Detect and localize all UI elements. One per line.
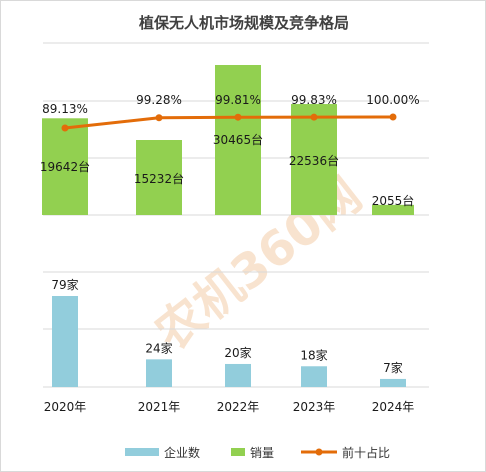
share-point-0 [61,124,69,132]
x-tick-label-2: 2022年 [217,400,260,414]
share-label-0: 89.13% [42,102,88,116]
count-label-3: 18家 [300,347,327,362]
count-bar-2 [225,363,251,387]
x-tick-label-4: 2024年 [372,400,415,414]
share-label-1: 99.28% [136,93,182,107]
sales-bars [42,65,414,215]
legend-swatch-count [125,448,159,456]
count-label-1: 24家 [145,340,172,355]
sales-label-1: 15232台 [134,171,184,186]
count-bar-3 [301,366,327,387]
chart-title: 植保无人机市场规模及竞争格局 [139,14,349,32]
count-label-2: 20家 [224,345,251,360]
sales-bar-0 [42,118,88,215]
sales-label-4: 2055台 [372,193,415,208]
legend-label-count: 企业数 [164,445,200,460]
legend-label-share: 前十占比 [342,445,390,460]
sales-bar-1 [136,140,182,215]
sales-bar-2 [215,65,261,215]
x-axis-ticks: 2020年 2021年 2022年 2023年 2024年 [44,400,415,414]
share-label-2: 99.81% [215,93,261,107]
top10-share-line [61,113,397,132]
share-label-4: 100.00% [366,93,419,107]
share-point-1 [155,114,163,122]
share-point-3 [310,113,318,121]
share-point-4 [389,113,397,121]
x-tick-label-1: 2021年 [138,400,181,414]
count-bar-0 [52,296,78,387]
count-label-0: 79家 [51,277,78,292]
legend: 企业数 销量 前十占比 [125,445,390,460]
legend-swatch-sales [231,448,245,456]
legend-swatch-share-point [315,448,323,456]
sales-bar-4 [372,204,414,215]
legend-label-sales: 销量 [250,446,274,460]
count-bar-4 [380,378,406,387]
sales-bar-3 [291,104,337,215]
data-labels: 89.13% 99.28% 99.81% 99.83% 100.00% 19642台 152… [40,93,420,375]
share-point-2 [234,113,242,121]
count-label-4: 7家 [383,360,403,375]
sales-label-3: 22536台 [289,153,339,168]
share-label-3: 99.83% [291,93,337,107]
count-bar-1 [146,359,172,387]
enterprise-count-bars [52,296,406,387]
sales-label-2: 30465台 [213,132,263,147]
x-tick-label-3: 2023年 [293,400,336,414]
sales-label-0: 19642台 [40,159,90,174]
x-tick-label-0: 2020年 [44,400,87,414]
